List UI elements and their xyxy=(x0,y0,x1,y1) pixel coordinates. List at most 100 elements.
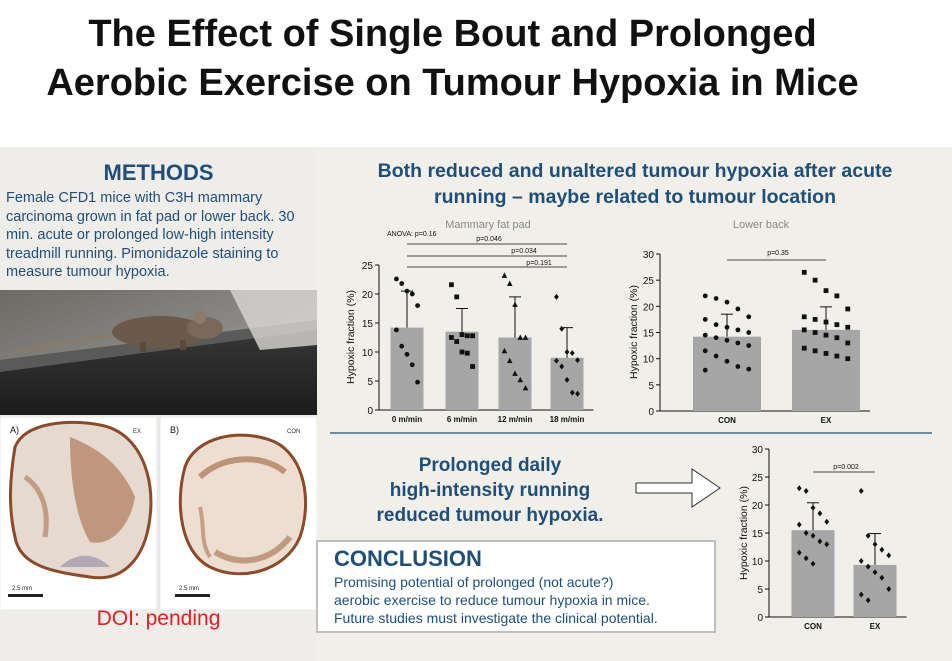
chart-0-data-point xyxy=(470,364,475,369)
headline-line-1: Both reduced and unaltered tumour hypoxi… xyxy=(377,160,893,182)
methods-heading: METHODS xyxy=(103,160,214,185)
chart-2-data-point xyxy=(803,555,809,562)
chart-0-y-tick-label: 25 xyxy=(362,261,374,272)
chart-1-data-point xyxy=(724,324,730,330)
chart-1-data-point xyxy=(812,277,818,283)
chart-1-data-point xyxy=(713,335,719,341)
conclusion-line-2: aerobic exercise to reduce tumour hypoxi… xyxy=(334,592,650,608)
chart-1-y-tick-label: 20 xyxy=(643,302,655,313)
chart-1-data-point xyxy=(834,353,840,359)
chart-2-data-point xyxy=(803,488,809,494)
chart-2-data-point xyxy=(803,530,809,536)
chart-0-data-point xyxy=(512,301,518,307)
conclusion-line-1: Promising potential of prolonged (not ac… xyxy=(334,574,614,590)
chart-0-y-tick-label: 10 xyxy=(362,348,374,359)
chart-1-data-point xyxy=(845,306,851,312)
chart-1-data-point xyxy=(801,327,807,333)
chart-1-data-point xyxy=(823,288,829,294)
chart-1-category-label: CON xyxy=(718,416,736,425)
chart-0-data-point xyxy=(506,280,513,286)
poster-title: The Effect of Single Bout and Prolonged … xyxy=(0,10,905,108)
chart-0-bar xyxy=(390,327,424,410)
section-tag-a: EX xyxy=(133,429,141,435)
chart-2-y-axis-label: Hypoxic fraction (%) xyxy=(738,486,750,580)
chart-1-data-point xyxy=(746,314,752,320)
chart-2-annotation: p=0.002 xyxy=(833,464,859,471)
chart-2-y-tick-label: 10 xyxy=(752,557,764,568)
chart-2-data-point xyxy=(858,591,864,598)
right-arrow-icon xyxy=(635,468,721,508)
chart-1-data-point xyxy=(702,348,708,354)
chart-0-data-point xyxy=(569,350,575,357)
chart-2-data-point xyxy=(817,510,823,517)
chart-2-data-point xyxy=(796,485,802,492)
chart-0-data-point xyxy=(459,332,465,337)
chart-2-y-tick-label: 30 xyxy=(752,445,764,456)
conclusion-heading: CONCLUSION xyxy=(334,546,482,571)
chart-0-y-tick-label: 0 xyxy=(367,406,373,417)
chart-0-data-point xyxy=(409,362,415,368)
chart-0-data-point xyxy=(522,334,529,340)
chart-1-category-label: EX xyxy=(821,416,832,425)
chart-0-data-point xyxy=(470,333,475,339)
chart-1-data-point xyxy=(724,299,730,305)
prolonged-finding-text: Prolonged daily high-intensity running r… xyxy=(340,453,640,528)
chart-1-y-tick-label: 30 xyxy=(643,250,655,261)
chart-0-data-point xyxy=(506,357,513,364)
chart-1-data-point xyxy=(702,317,708,322)
chart-0-data-point xyxy=(404,288,410,294)
chart-0-bar xyxy=(550,357,584,410)
prolonged-line-2: high-intensity running xyxy=(389,480,591,501)
chart-0-annotation: ANOVA: p=0.16 xyxy=(387,231,437,238)
chart-2-data-point xyxy=(858,558,864,564)
chart-2-y-tick-label: 5 xyxy=(757,585,763,596)
chart-0-annotation: p=0.034 xyxy=(511,248,537,255)
chart-1-data-point xyxy=(823,319,829,325)
chart-1-data-point xyxy=(812,330,818,335)
chart-1-data-point xyxy=(845,324,851,330)
chart-0-data-point xyxy=(415,303,420,308)
chart-area: Mammary fat pad Hypoxic fraction (%) 0 5 10 1… xyxy=(330,219,932,631)
chart-0-category-label: 12 m/min xyxy=(498,415,533,424)
chart-1-data-point xyxy=(823,351,829,356)
chart-1-data-point xyxy=(724,337,730,343)
chart-1-data-point xyxy=(735,340,741,346)
chart-1-data-point xyxy=(746,330,752,335)
chart-1-data-point xyxy=(823,332,829,338)
chart-1-data-point xyxy=(713,353,719,359)
chart-1-y-tick-label: 15 xyxy=(643,329,655,340)
chart-0-category-label: 18 m/min xyxy=(550,415,585,424)
chart-2-data-point xyxy=(817,538,823,545)
scale-bar-label-b: 2.5 mm xyxy=(179,586,199,592)
chart-0-category-label: 0 m/min xyxy=(392,415,422,424)
chart-2-data-point xyxy=(796,521,802,528)
chart-1-data-point xyxy=(735,364,741,369)
chart-1-y-tick-label: 25 xyxy=(643,276,655,287)
chart-1-data-point xyxy=(845,356,851,362)
title-line-1: The Effect of Single Bout and Prolonged xyxy=(88,13,817,55)
chart-1-data-point xyxy=(834,335,840,341)
chart-1-y-axis-label: Hypoxic fraction (%) xyxy=(628,285,640,379)
methods-text: Female CFD1 mice with C3H mammary carcin… xyxy=(6,190,295,280)
chart-1-data-point xyxy=(801,314,807,320)
chart-0-y-axis-label: Hypoxic fraction (%) xyxy=(345,290,357,384)
chart-1-data-point xyxy=(735,306,741,312)
tumour-sections: A) EX B) CON 2.5 mm 2.5 mm xyxy=(0,417,317,610)
chart-0-data-point xyxy=(415,379,420,385)
chart-1-bar xyxy=(693,336,761,411)
chart-2-data-point xyxy=(824,541,830,548)
treadmill-mouse-photo xyxy=(0,290,317,415)
chart-1-data-point xyxy=(845,340,851,346)
chart-0-data-point xyxy=(559,363,565,370)
chart-2-data-point xyxy=(886,586,892,592)
chart-2-data-point xyxy=(810,532,816,539)
section-label-a: A) xyxy=(10,425,19,435)
chart-0-title: Mammary fat pad xyxy=(445,219,531,231)
prolonged-line-1: Prolonged daily xyxy=(418,455,562,476)
chart-2-data-point xyxy=(810,560,816,567)
chart-0-data-point xyxy=(501,272,508,278)
chart-0-data-point xyxy=(517,334,524,340)
chart-2-data-point xyxy=(872,569,878,576)
chart-1-data-point xyxy=(746,343,752,348)
chart-1-title: Lower back xyxy=(733,219,790,231)
